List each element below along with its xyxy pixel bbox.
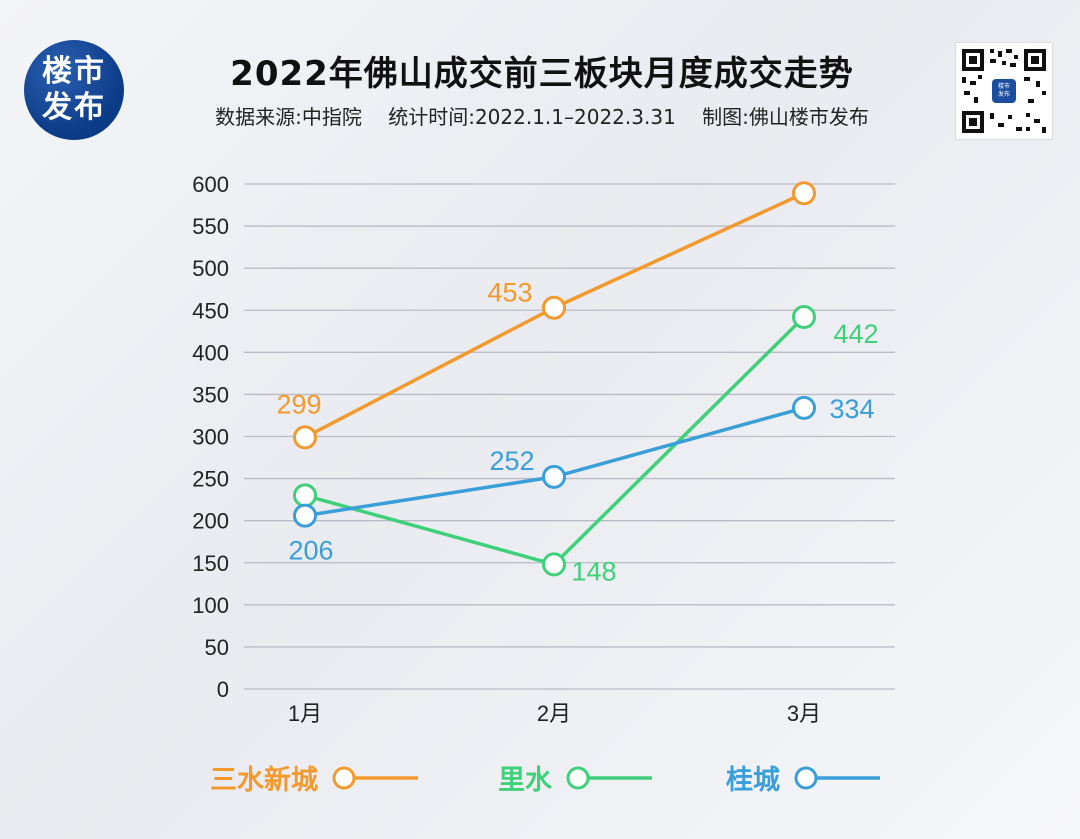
series-line xyxy=(304,406,805,518)
chart-title: 2022年佛山成交前三板块月度成交走势 xyxy=(230,54,854,94)
legend-label: 三水新城 xyxy=(210,765,318,796)
logo-line2: 发布 xyxy=(42,90,106,125)
data-source: 数据来源:中指院 xyxy=(215,105,362,129)
y-tick-label: 0 xyxy=(217,677,229,702)
qr-center-logo: 楼市 发布 xyxy=(992,79,1016,103)
legend-label: 里水 xyxy=(498,765,552,796)
legend-marker-icon xyxy=(794,766,880,789)
data-point xyxy=(792,395,816,420)
data-label: 252 xyxy=(489,446,534,476)
data-label: 206 xyxy=(288,536,333,566)
data-label: 299 xyxy=(276,389,321,419)
y-tick-label: 550 xyxy=(192,214,229,239)
y-tick-label: 50 xyxy=(205,635,229,660)
data-point xyxy=(542,464,566,489)
legend-marker-icon xyxy=(566,766,652,789)
data-label: 442 xyxy=(833,319,878,349)
data-point xyxy=(792,304,816,329)
y-tick-label: 450 xyxy=(192,298,229,323)
stat-period: 统计时间:2022.1.1–2022.3.31 xyxy=(388,105,676,129)
legend-item: 三水新城 xyxy=(210,758,420,797)
y-tick-label: 350 xyxy=(192,382,229,407)
legend-marker-icon xyxy=(332,766,418,789)
data-point xyxy=(293,503,317,528)
series-line xyxy=(304,315,806,567)
chart-subtitle: 数据来源:中指院 统计时间:2022.1.1–2022.3.31 制图:佛山楼市… xyxy=(138,101,946,130)
y-tick-label: 150 xyxy=(192,551,229,576)
data-point xyxy=(542,552,566,577)
data-point xyxy=(792,181,816,206)
x-tick-label: 3月 xyxy=(787,701,821,726)
data-point xyxy=(293,483,317,508)
y-tick-label: 100 xyxy=(192,593,229,618)
data-label: 453 xyxy=(487,278,532,308)
qr-code-icon: 楼市 发布 xyxy=(955,42,1053,140)
data-label: 334 xyxy=(829,394,874,424)
x-tick-label: 2月 xyxy=(537,701,571,726)
y-tick-label: 400 xyxy=(192,340,229,365)
y-tick-label: 600 xyxy=(192,172,229,197)
data-point xyxy=(542,295,566,320)
chart-legend: 三水新城 里水 桂城 xyxy=(0,758,1080,798)
y-tick-label: 250 xyxy=(192,467,229,492)
y-tick-label: 200 xyxy=(192,509,229,534)
data-label: 148 xyxy=(571,556,616,586)
legend-item: 桂城 xyxy=(726,758,882,797)
made-by: 制图:佛山楼市发布 xyxy=(702,105,869,129)
logo-line1: 楼市 xyxy=(42,54,106,89)
brand-logo: 楼市 发布 xyxy=(24,40,124,140)
y-tick-label: 500 xyxy=(192,256,229,281)
x-tick-label: 1月 xyxy=(288,701,322,726)
y-tick-label: 300 xyxy=(192,425,229,450)
data-point xyxy=(293,425,317,450)
legend-item: 里水 xyxy=(498,758,654,797)
legend-label: 桂城 xyxy=(726,765,780,796)
